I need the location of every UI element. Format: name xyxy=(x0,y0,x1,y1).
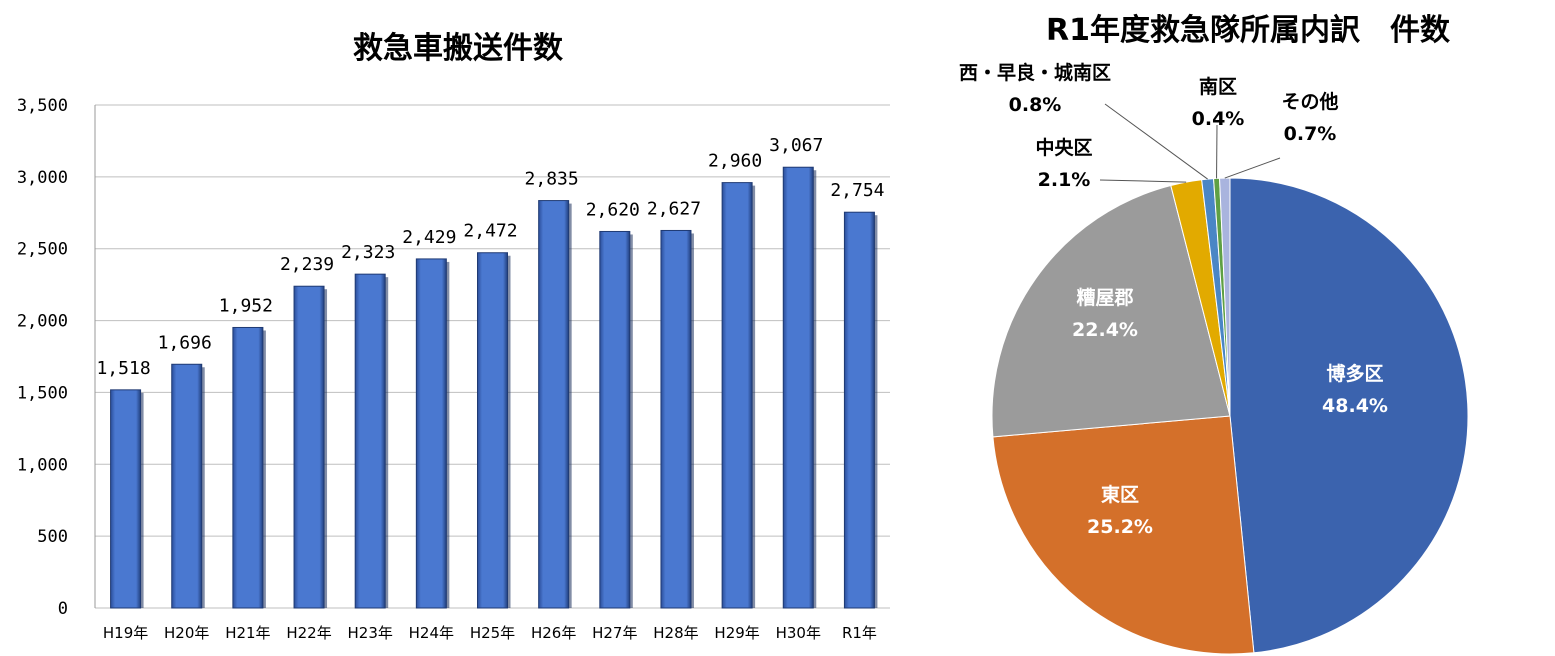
bar xyxy=(660,229,692,609)
bar-value-label: 2,472 xyxy=(463,221,517,242)
pie-slice-label: 東区 xyxy=(1101,483,1139,506)
bar-chart-title: 救急車搬送件数 xyxy=(353,31,564,66)
x-tick-label: R1年 xyxy=(842,624,877,642)
pie-slice-value: 2.1% xyxy=(1038,169,1091,191)
pie-slice-label: その他 xyxy=(1281,90,1338,113)
bar xyxy=(843,211,875,609)
leader-line xyxy=(1224,157,1281,179)
pie-labels: 博多区 48.4% 東区 25.2% 糟屋郡 22.4% 中央区 2.1% 西・早良・城南区 0.… xyxy=(959,61,1388,538)
x-tick-label: H22年 xyxy=(286,624,331,642)
bar-data-labels: 1,518 1,696 1,952 2,239 2,323 2,429 2,472 2,835… xyxy=(96,135,884,379)
y-tick-label: 2,500 xyxy=(17,240,68,260)
pie-slice xyxy=(1229,177,1469,654)
bar-value-label: 1,696 xyxy=(158,332,212,353)
bar-y-axis: 0 500 1,000 1,500 2,000 2,500 3,000 3,500 xyxy=(17,96,68,619)
pie-slice-label: 西・早良・城南区 xyxy=(959,61,1111,84)
bar xyxy=(293,285,325,609)
pie-slice xyxy=(991,184,1231,438)
x-tick-label: H21年 xyxy=(225,624,270,642)
pie-slice-label: 南区 xyxy=(1199,76,1237,98)
pie-leader-lines xyxy=(1099,103,1281,183)
x-tick-label: H19年 xyxy=(103,624,148,642)
leader-line xyxy=(1104,103,1208,180)
y-tick-label: 3,500 xyxy=(17,96,68,116)
pie-slice-value: 0.7% xyxy=(1284,123,1337,145)
x-tick-label: H30年 xyxy=(776,624,821,642)
y-tick-label: 1,000 xyxy=(17,455,68,475)
pie-slice-label: 糟屋郡 xyxy=(1076,286,1133,309)
pie-slice-value: 22.4% xyxy=(1072,319,1138,341)
leader-line xyxy=(1099,179,1187,183)
y-tick-label: 500 xyxy=(37,527,68,547)
bar xyxy=(538,200,570,609)
bar-value-label: 2,627 xyxy=(647,198,701,219)
x-tick-label: H24年 xyxy=(409,624,454,642)
bar-chart: 救急車搬送件数 0 500 1,000 1,500 2,000 2,500 3,000 3,5… xyxy=(17,31,890,642)
y-tick-label: 3,000 xyxy=(17,168,68,188)
bar-series xyxy=(110,166,878,609)
bar-value-label: 2,429 xyxy=(402,227,456,248)
pie-slice-value: 25.2% xyxy=(1087,516,1153,538)
pie-chart-title: R1年度救急隊所属内訳 件数 xyxy=(1046,13,1451,48)
bar xyxy=(232,326,264,609)
pie-slice-label: 博多区 xyxy=(1326,362,1383,385)
x-tick-label: H23年 xyxy=(348,624,393,642)
pie-chart: R1年度救急隊所属内訳 件数 博多区 48.4% 東区 25.2% 糟屋郡 22.4% 中央… xyxy=(959,13,1469,655)
bar-value-label: 2,835 xyxy=(525,169,579,190)
x-tick-label: H26年 xyxy=(531,624,576,642)
y-tick-label: 1,500 xyxy=(17,383,68,403)
pie-slices xyxy=(991,177,1469,655)
x-tick-label: H29年 xyxy=(714,624,759,642)
x-tick-label: H28年 xyxy=(653,624,698,642)
bar-value-label: 1,518 xyxy=(96,358,150,379)
y-tick-label: 2,000 xyxy=(17,312,68,332)
y-tick-label: 0 xyxy=(58,599,68,619)
pie-slice-value: 48.4% xyxy=(1322,395,1388,417)
x-tick-label: H27年 xyxy=(592,624,637,642)
pie-slice xyxy=(992,415,1255,655)
bar-value-label: 3,067 xyxy=(769,135,823,156)
bar-value-label: 2,960 xyxy=(708,151,762,172)
bar-value-label: 1,952 xyxy=(219,295,273,316)
bar xyxy=(782,166,814,609)
bar xyxy=(477,252,508,609)
bar xyxy=(110,389,142,609)
bar xyxy=(721,182,753,609)
bar xyxy=(171,363,203,609)
bar-x-axis: H19年 H20年 H21年 H22年 H23年 H24年 H25年 H26年 H27年 H28年… xyxy=(103,624,877,642)
bar-value-label: 2,323 xyxy=(341,242,395,263)
bar-value-label: 2,754 xyxy=(830,180,884,201)
pie-slice-value: 0.8% xyxy=(1009,94,1062,116)
bar xyxy=(599,230,631,609)
bar-value-label: 2,239 xyxy=(280,254,334,275)
pie-slice-value: 0.4% xyxy=(1192,108,1245,130)
bar xyxy=(415,258,447,609)
bar-value-label: 2,620 xyxy=(586,199,640,220)
bar xyxy=(354,273,386,609)
x-tick-label: H25年 xyxy=(470,624,515,642)
pie-slice-label: 中央区 xyxy=(1035,136,1092,159)
x-tick-label: H20年 xyxy=(164,624,209,642)
